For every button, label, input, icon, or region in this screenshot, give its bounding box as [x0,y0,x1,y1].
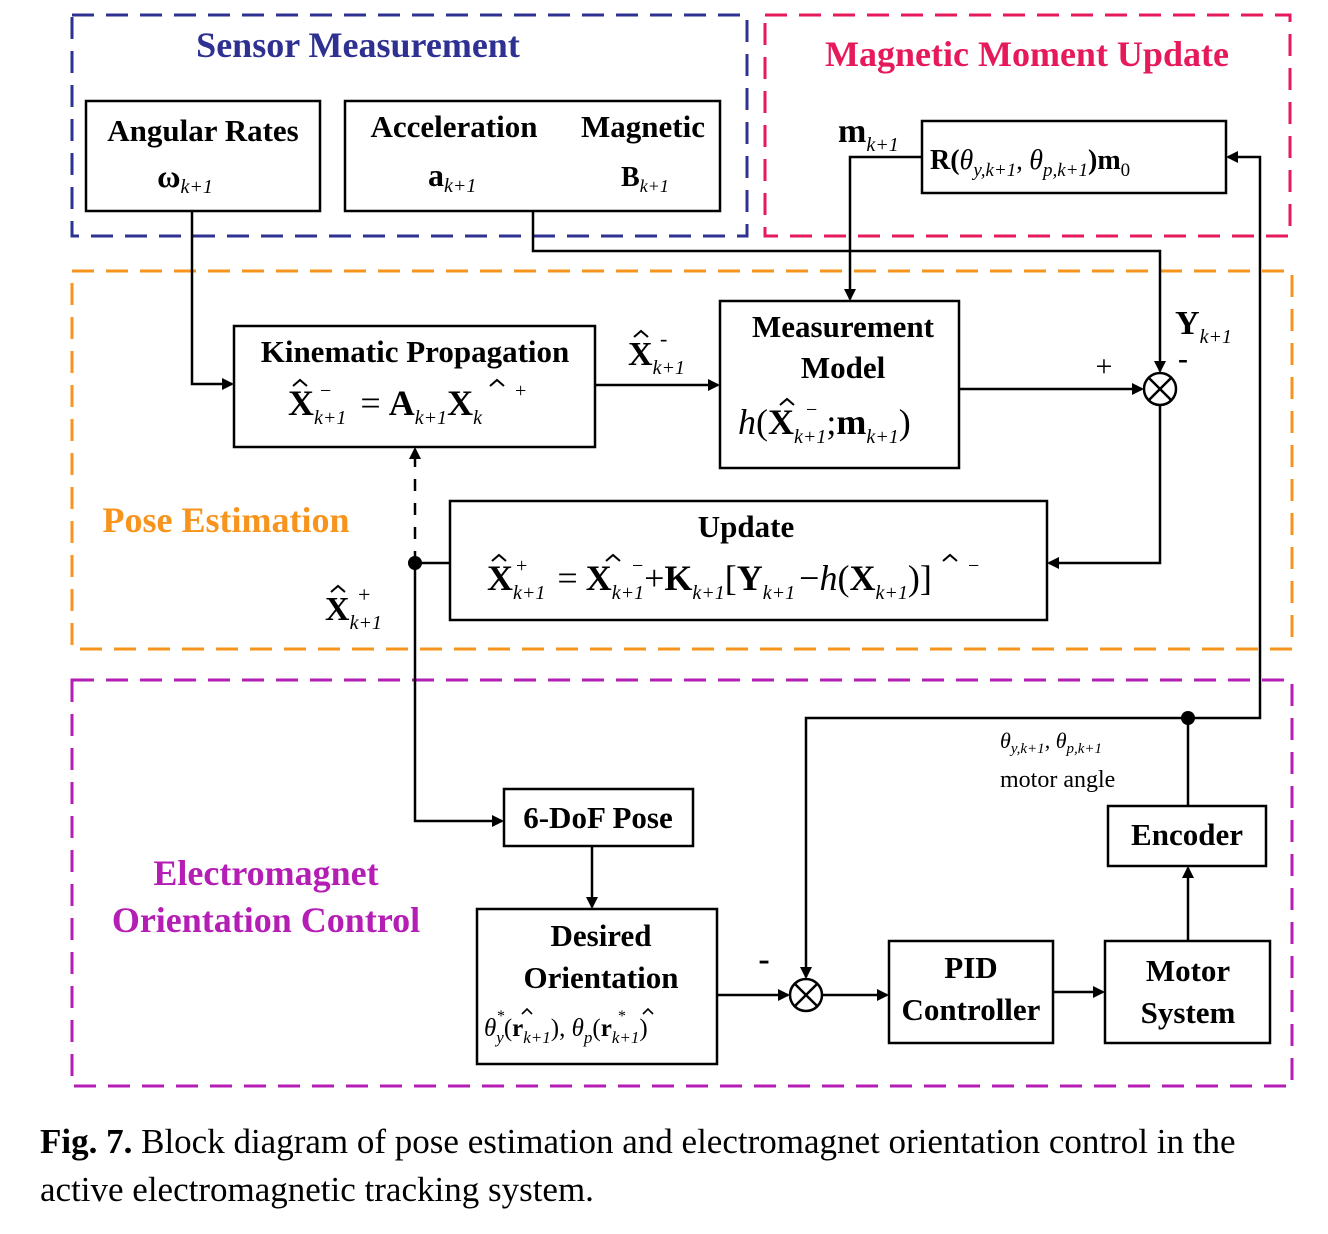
motor-label-line2: System [1141,995,1236,1030]
branch-node-pose [408,556,422,570]
control-region-title-line2: Orientation Control [112,900,420,940]
sum-junction-pose [1142,371,1178,407]
angular-rates-block [84,99,322,213]
motor-angle-label: motor angle [1000,767,1115,793]
line-angular-to-kinematic [190,211,234,390]
sensor-region-title: Sensor Measurement [196,25,520,65]
control-region-title-line1: Electromagnet [153,853,378,893]
pid-block [887,939,1055,1045]
pose-region-title: Pose Estimation [103,500,350,540]
signal-x-plus-sup: + [358,582,370,607]
update-block [448,499,1049,622]
angular-rates-symbol: ωk+1 [157,158,213,198]
figure-caption: Fig. 7. Block diagram of pose estimation… [40,1118,1320,1214]
sum-junction-control [788,977,824,1013]
desired-star-superscripts: * * [497,1008,626,1025]
update-hats [491,553,958,562]
desired-hats [521,1007,654,1015]
kinematic-block [232,324,597,449]
encoder-block [1106,804,1268,868]
signal-x-plus: Xk+1 [325,591,382,634]
line-feedback-to-rotation [1188,151,1262,720]
kinematic-equation: Xk+1 = Ak+1Xk [288,383,483,429]
line-feedback-to-sum [800,716,1188,979]
line-sensor-to-sum [531,211,1166,373]
figure-number: Fig. 7. [40,1122,133,1161]
acceleration-label: Acceleration [371,109,538,144]
signal-x-minus-sup: - [660,326,667,351]
sensor-region [70,13,749,238]
sum-minus-sign: - [1178,342,1188,375]
line-m-to-measurement [844,155,922,301]
signal-y: Yk+1 [1175,305,1232,348]
sum-plus-sign: + [1096,350,1113,383]
desired-label-line2: Orientation [524,960,679,995]
rotation-equation: R(θy,k+1, θp,k+1)m0 [930,145,1130,181]
signal-x-minus: Xk+1 [628,336,685,379]
magnetic-region [763,13,1292,238]
angular-rates-label: Angular Rates [107,113,298,148]
block-diagram: Sensor Measurement Magnetic Moment Updat… [70,13,1294,1088]
motor-label-line1: Motor [1146,953,1231,988]
pose-region [70,269,1294,651]
kinematic-label: Kinematic Propagation [261,334,570,369]
measurement-hat [779,397,795,406]
measurement-label-line2: Model [801,350,886,385]
pid-label-line2: Controller [902,992,1041,1027]
signal-x-minus-hat [633,329,649,338]
measurement-block [718,299,961,470]
desired-label-line1: Desired [550,918,651,953]
figure-caption-text: Block diagram of pose estimation and ele… [40,1122,1236,1209]
magnetic-symbol: Bk+1 [621,162,669,196]
motor-angle-symbols: θy,k+1, θp,k+1 [1000,728,1102,757]
magnetic-label: Magnetic [581,109,705,144]
line-node-to-6dof [413,563,504,827]
line-sum-to-update [1047,405,1162,569]
desired-equation: θy(rk+1), θp(rk+1) [484,1015,648,1047]
measurement-label-line1: Measurement [752,309,935,344]
update-superscripts: + − − [516,555,979,577]
measurement-superscript: − [806,399,817,421]
update-label: Update [698,509,794,544]
pid-label-line1: PID [944,950,997,985]
kinematic-hats [292,378,505,387]
acceleration-symbol: ak+1 [428,157,476,197]
kinematic-superscripts: − + [320,380,526,402]
signal-m: mk+1 [838,113,899,156]
measurement-equation: h(Xk+1;mk+1) [738,402,911,448]
branch-node-encoder [1181,711,1195,725]
pose6dof-label: 6-DoF Pose [523,800,673,835]
magnetic-region-title: Magnetic Moment Update [825,34,1229,74]
encoder-label: Encoder [1131,817,1243,852]
accel-magnetic-block [343,99,722,213]
desired-block [475,907,719,1066]
update-equation: Xk+1 = Xk+1+Kk+1[Yk+1 −h(Xk+1)] [487,558,932,604]
pose6dof-block [502,787,695,848]
signal-x-plus-hat [330,584,346,593]
control-minus-sign: - [758,941,769,978]
